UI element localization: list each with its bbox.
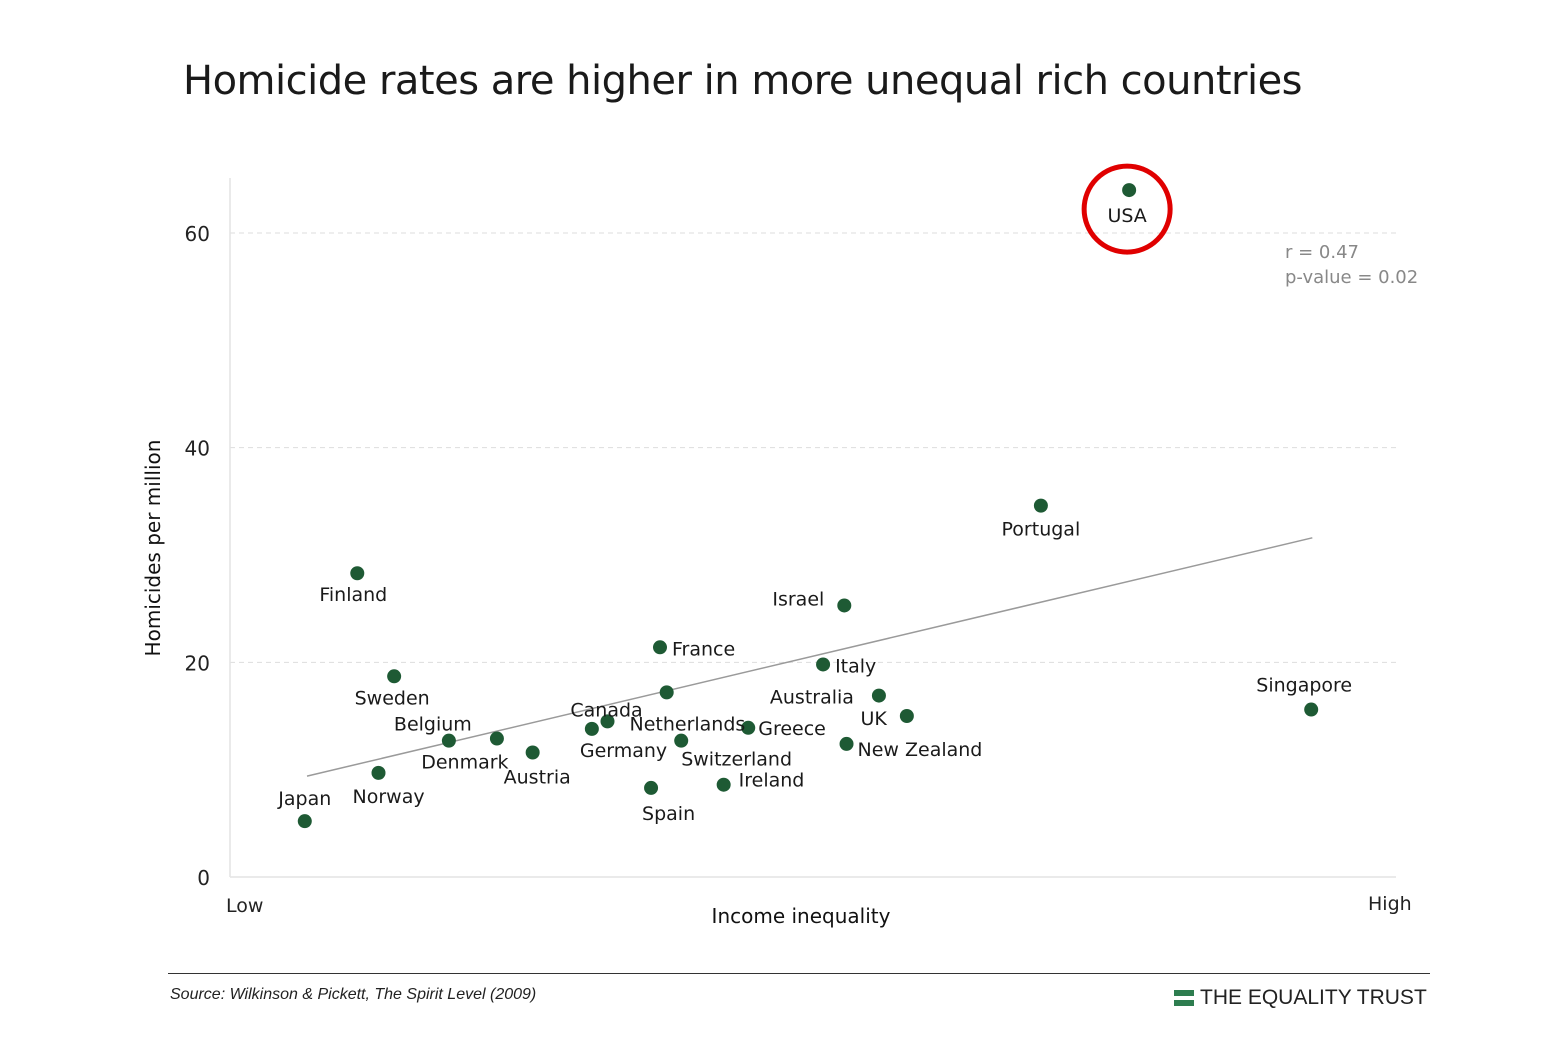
highlight-circle-usa <box>1081 163 1173 255</box>
equality-trust-icon <box>1174 990 1194 1006</box>
point-label-belgium: Belgium <box>394 714 472 736</box>
point-label-ireland: Ireland <box>739 770 805 792</box>
data-points <box>297 183 1319 829</box>
point-label-denmark: Denmark <box>421 752 508 774</box>
trendline-group <box>306 537 1313 777</box>
footer-divider <box>168 973 1430 974</box>
data-point-norway <box>371 765 386 780</box>
y-axis-title: Homicides per million <box>141 440 165 657</box>
data-point-france <box>652 640 667 655</box>
data-point-denmark <box>489 731 504 746</box>
data-point-finland <box>350 566 365 581</box>
annotations: r = 0.47 p-value = 0.02 <box>1081 163 1418 288</box>
point-label-greece: Greece <box>758 718 826 740</box>
data-point-ireland <box>716 777 731 792</box>
y-tick-label: 20 <box>185 651 210 675</box>
data-point-singapore <box>1304 702 1319 717</box>
y-tick-label: 40 <box>185 437 210 461</box>
source-note: Source: Wilkinson & Pickett, The Spirit … <box>170 986 537 1003</box>
point-label-canada: Canada <box>570 699 642 721</box>
point-label-switzerland: Switzerland <box>681 749 792 771</box>
trendline <box>306 537 1313 777</box>
data-point-new-zealand <box>839 736 854 751</box>
point-label-uk: UK <box>860 708 887 730</box>
data-point-austria <box>525 745 540 760</box>
brand-name: THE EQUALITY TRUST <box>1200 986 1427 1009</box>
point-label-japan: Japan <box>277 788 331 810</box>
point-label-usa: USA <box>1107 205 1146 227</box>
point-label-austria: Austria <box>504 766 571 788</box>
r-value-label: r = 0.47 <box>1285 242 1359 263</box>
point-labels: USA Portugal Finland Israel France Italy Swede… <box>277 205 1352 825</box>
point-label-sweden: Sweden <box>355 687 430 709</box>
point-label-finland: Finland <box>319 584 387 606</box>
data-point-greece <box>741 720 756 735</box>
data-point-belgium <box>441 733 456 748</box>
point-label-israel: Israel <box>772 588 824 610</box>
data-point-sweden <box>387 669 402 684</box>
point-label-germany: Germany <box>580 740 667 762</box>
point-label-norway: Norway <box>353 786 425 808</box>
data-point-netherlands <box>600 714 615 729</box>
data-point-spain <box>644 780 659 795</box>
point-label-spain: Spain <box>642 803 695 825</box>
scatter-chart: 0 20 40 60 Low High Income inequality Homicides… <box>141 163 1418 928</box>
axes: 0 20 40 60 Low High Income inequality Homicides… <box>141 178 1412 928</box>
point-label-netherlands: Netherlands <box>629 713 745 735</box>
point-label-france: France <box>672 638 735 660</box>
point-label-singapore: Singapore <box>1256 675 1352 697</box>
x-tick-label-high: High <box>1368 893 1412 915</box>
data-point-switzerland <box>674 733 689 748</box>
data-point-australia <box>871 688 886 703</box>
point-label-portugal: Portugal <box>1002 519 1081 541</box>
p-value-label: p-value = 0.02 <box>1285 267 1418 288</box>
point-label-new-zealand: New Zealand <box>858 739 983 761</box>
data-point-uk <box>899 709 914 723</box>
data-point-italy <box>816 657 831 672</box>
data-point-israel <box>837 598 852 613</box>
point-label-australia: Australia <box>770 687 854 709</box>
brand-logo: THE EQUALITY TRUST <box>1174 986 1427 1010</box>
data-point-germany <box>584 721 599 736</box>
data-point-portugal <box>1033 498 1048 513</box>
point-label-italy: Italy <box>835 655 876 677</box>
data-point-canada <box>659 685 674 700</box>
chart-title: Homicide rates are higher in more unequa… <box>183 58 1303 104</box>
data-point-japan <box>297 814 312 829</box>
x-axis-title: Income inequality <box>712 904 891 928</box>
x-tick-label-low: Low <box>226 895 263 917</box>
y-tick-label: 0 <box>197 866 210 890</box>
data-point-usa <box>1122 183 1137 198</box>
y-tick-label: 60 <box>185 222 210 246</box>
